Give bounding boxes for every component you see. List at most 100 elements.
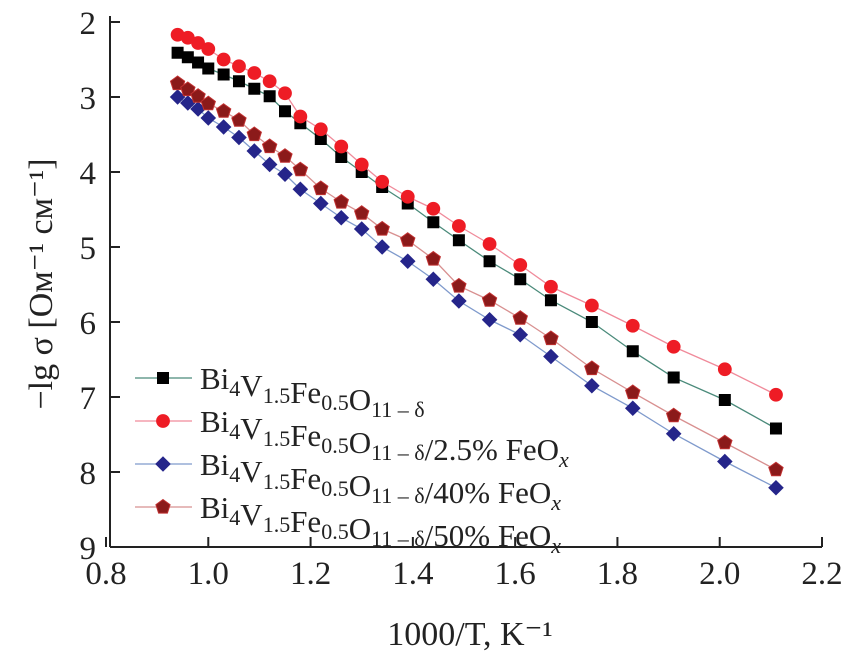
marker-diamond: [180, 95, 196, 111]
marker-square: [181, 51, 194, 64]
legend-label: Bi4V1.5Fe0.5O11 – δ/2.5% FeOx: [200, 404, 569, 472]
marker-circle: [313, 122, 328, 137]
marker-diamond: [292, 181, 309, 198]
marker-pentagon: [374, 220, 390, 236]
marker-diamond: [425, 271, 442, 288]
marker-pentagon: [215, 103, 232, 118]
marker-diamond: [451, 293, 467, 309]
marker-circle: [201, 42, 216, 56]
marker-square: [452, 234, 465, 247]
marker-square: [427, 216, 440, 229]
marker-diamond: [215, 119, 232, 135]
marker-circle: [584, 298, 599, 313]
marker-circle: [375, 174, 390, 189]
axes: 0.8 1.0 1.2 1.4 1.6 1.8 2.0 2.2 2 3 4 5 6 7 8 9: [80, 6, 843, 592]
marker-pentagon: [512, 310, 528, 325]
marker-circle: [400, 189, 415, 204]
x-tick-label: 2.0: [699, 556, 740, 592]
marker-circle: [354, 157, 369, 172]
marker-circle: [232, 59, 246, 74]
x-tick-label: 0.8: [85, 556, 126, 592]
x-tick-label: 1.6: [495, 556, 536, 592]
marker-pentagon: [451, 277, 467, 293]
marker-circle: [216, 52, 231, 67]
marker-diamond: [155, 456, 171, 472]
marker-diamond: [665, 425, 682, 442]
marker-diamond: [399, 253, 416, 270]
legend-label: Bi4V1.5Fe0.5O11 – δ/40% FeOx: [200, 447, 561, 515]
marker-pentagon: [400, 232, 416, 247]
marker-pentagon: [333, 193, 349, 209]
series-diamond: [169, 89, 784, 496]
marker-diamond: [261, 156, 278, 173]
x-tick-label: 2.2: [801, 556, 842, 592]
marker-diamond: [190, 101, 206, 117]
marker-circle: [482, 237, 497, 251]
marker-circle: [451, 219, 466, 233]
marker-diamond: [313, 195, 329, 212]
marker-diamond: [543, 348, 559, 365]
legend-item: Bi4V1.5Fe0.5O11 – δ: [135, 361, 425, 422]
y-tick-label: 2: [80, 6, 97, 42]
marker-square: [667, 371, 680, 384]
y-tick-label: 5: [80, 231, 97, 267]
x-tick-label: 1.8: [597, 556, 638, 592]
marker-diamond: [333, 209, 350, 226]
marker-pentagon: [666, 407, 682, 423]
series-line: [177, 52, 777, 430]
marker-square: [718, 394, 731, 406]
marker-circle: [156, 414, 170, 428]
marker-pentagon: [292, 161, 309, 177]
marker-square: [217, 68, 230, 81]
marker-pentagon: [261, 138, 278, 154]
marker-square: [483, 255, 496, 268]
marker-diamond: [374, 239, 390, 255]
marker-square: [171, 46, 184, 59]
marker-circle: [262, 74, 277, 89]
marker-square: [279, 105, 291, 118]
marker-circle: [293, 109, 308, 124]
marker-pentagon: [768, 461, 784, 477]
marker-pentagon: [313, 180, 329, 196]
marker-square: [769, 422, 782, 435]
series-line: [177, 34, 777, 396]
marker-pentagon: [354, 205, 370, 220]
marker-pentagon: [180, 81, 196, 97]
series-square: [171, 46, 782, 435]
marker-pentagon: [625, 384, 641, 400]
legend-item: Bi4V1.5Fe0.5O11 – δ/2.5% FeOx: [135, 404, 569, 472]
marker-pentagon: [246, 126, 262, 142]
x-tick-label: 1.4: [392, 556, 433, 592]
y-tick-label: 8: [80, 456, 97, 492]
marker-diamond: [231, 129, 247, 146]
marker-pentagon: [481, 292, 498, 307]
marker-diamond: [717, 453, 733, 470]
marker-circle: [426, 201, 441, 216]
marker-diamond: [512, 326, 529, 343]
marker-circle: [717, 362, 732, 377]
marker-circle: [666, 339, 681, 354]
marker-circle: [334, 139, 349, 154]
marker-pentagon: [425, 250, 441, 266]
x-tick-label: 1.0: [188, 556, 229, 592]
marker-pentagon: [277, 148, 293, 163]
marker-circle: [513, 258, 528, 272]
x-tick-label: 1.2: [290, 556, 331, 592]
marker-diamond: [277, 166, 293, 183]
marker-square: [314, 133, 327, 145]
marker-circle: [191, 36, 205, 50]
marker-diamond: [246, 143, 263, 159]
series-layer: [169, 27, 784, 496]
marker-square: [585, 316, 598, 328]
marker-pentagon: [231, 112, 247, 127]
marker-square: [544, 294, 557, 307]
marker-pentagon: [584, 360, 600, 376]
marker-circle: [180, 30, 195, 45]
marker-circle: [769, 387, 783, 402]
marker-square: [232, 75, 245, 88]
marker-diamond: [169, 89, 186, 105]
marker-pentagon: [200, 95, 216, 111]
marker-diamond: [624, 400, 641, 417]
series-circle: [170, 27, 783, 402]
